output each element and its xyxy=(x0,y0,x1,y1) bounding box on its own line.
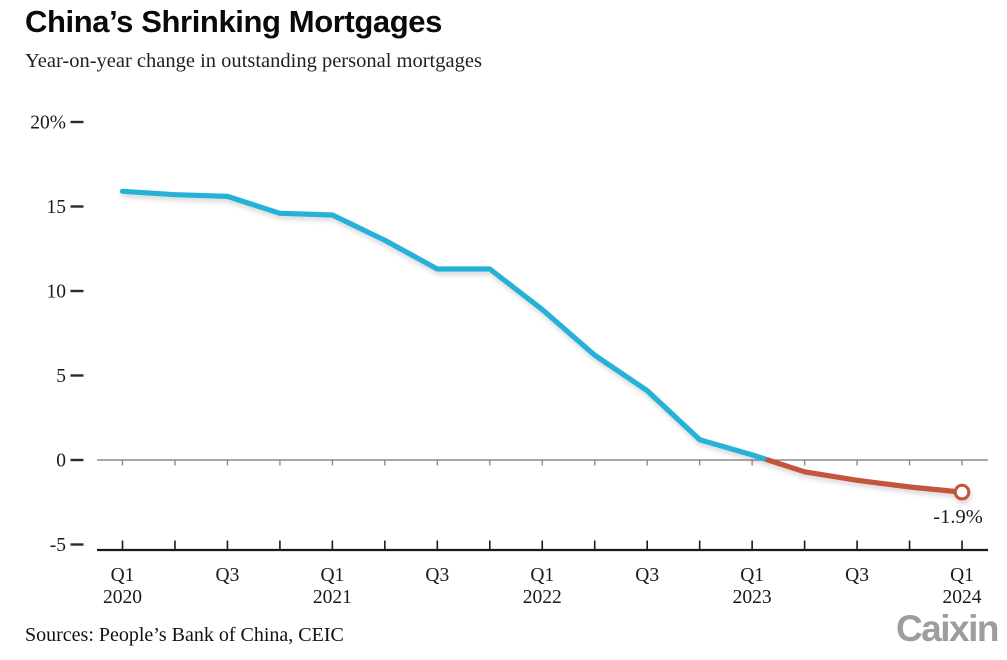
endpoint-value-label: -1.9% xyxy=(933,506,983,528)
x-axis-tick-label: Q1 xyxy=(111,565,135,586)
x-axis-tick-label: Q3 xyxy=(845,565,869,586)
y-axis-tick-label: 5 xyxy=(56,366,66,387)
data-line-group xyxy=(119,188,971,501)
x-axis-tick-label: Q3 xyxy=(635,565,659,586)
x-axis-tick-label: Q1 xyxy=(320,565,344,586)
y-axis-tick-label: -5 xyxy=(50,535,66,556)
chart-title: China’s Shrinking Mortgages xyxy=(25,4,442,39)
x-axis-year-label: 2021 xyxy=(313,587,352,608)
y-axis-tick-label: 20% xyxy=(30,113,66,134)
x-axis-tick-label: Q3 xyxy=(216,565,240,586)
x-axis-tick-label: Q1 xyxy=(530,565,554,586)
y-axis-tick-label: 10 xyxy=(47,282,67,303)
sources-note: Sources: People’s Bank of China, CEIC xyxy=(25,624,344,646)
data-line-positive xyxy=(119,188,771,463)
x-axis-tick-label: Q3 xyxy=(425,565,449,586)
chart-subtitle: Year-on-year change in outstanding perso… xyxy=(25,50,482,72)
x-axis-year-label: 2022 xyxy=(523,587,562,608)
x-axis-year-label: 2024 xyxy=(943,587,982,608)
x-axis-year-label: 2023 xyxy=(733,587,772,608)
endpoint-marker xyxy=(953,483,971,501)
x-axis-tick-label: Q1 xyxy=(950,565,974,586)
caixin-logo: Caixin xyxy=(895,608,1000,649)
x-axis-year-label: 2020 xyxy=(103,587,142,608)
y-axis-tick-label: 15 xyxy=(47,197,67,218)
x-axis-tick-label: Q1 xyxy=(740,565,764,586)
data-line-negative xyxy=(765,457,965,495)
y-axis-tick-label: 0 xyxy=(56,451,66,472)
